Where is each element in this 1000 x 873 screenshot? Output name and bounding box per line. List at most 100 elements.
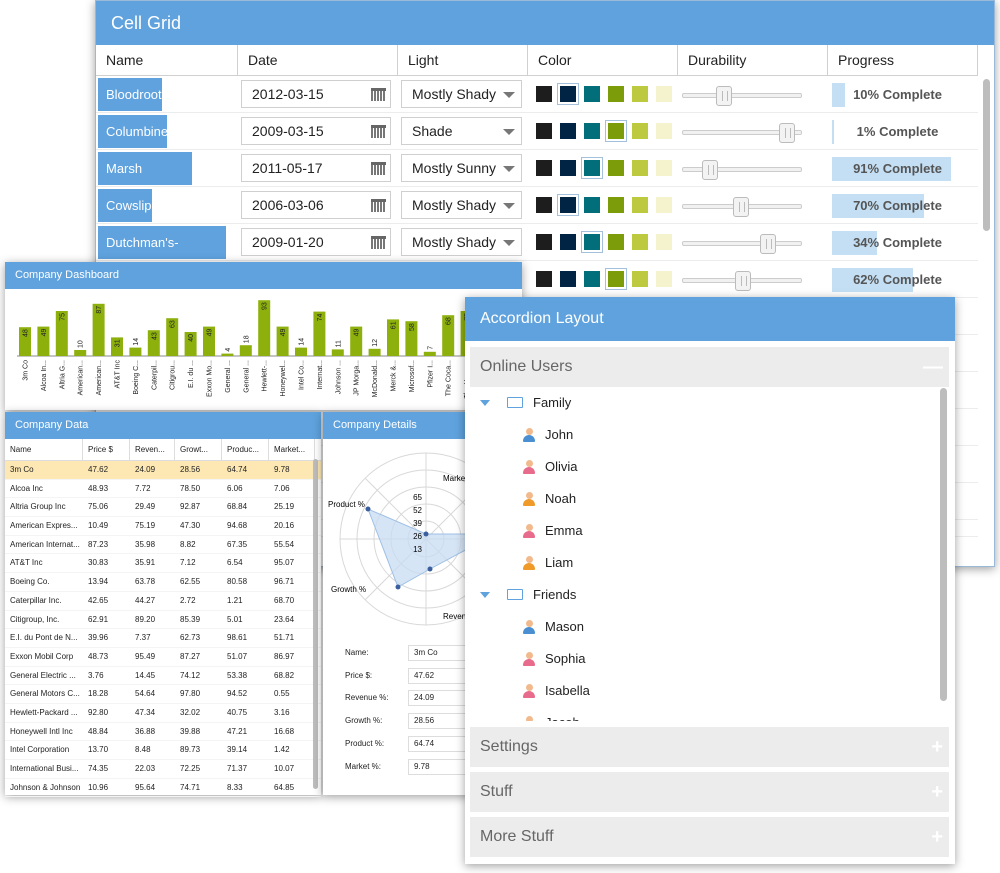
table-row[interactable]: American Expres... 10.49 75.19 47.30 94.68 20… bbox=[5, 517, 321, 536]
color-swatch[interactable] bbox=[560, 123, 576, 139]
grid-row[interactable]: Marsh Marigold 2011-05-17 Mostly Sunny 91% … bbox=[96, 150, 978, 209]
chart-bar[interactable] bbox=[19, 327, 31, 356]
color-swatch[interactable] bbox=[656, 271, 672, 287]
expand-arrow-icon[interactable] bbox=[480, 592, 490, 598]
tree-user[interactable]: Liam bbox=[522, 547, 902, 579]
table-row[interactable]: AT&T Inc 30.83 35.91 7.12 6.54 95.07 bbox=[5, 554, 321, 574]
name-button[interactable]: Bloodroot bbox=[98, 77, 162, 111]
column-header-date[interactable]: Date bbox=[238, 45, 398, 75]
chart-bar[interactable] bbox=[166, 318, 179, 356]
column-header-progress[interactable]: Progress bbox=[828, 45, 978, 75]
color-swatch[interactable] bbox=[560, 271, 576, 287]
color-swatch[interactable] bbox=[632, 234, 648, 250]
date-field[interactable]: 2011-05-17 bbox=[241, 154, 391, 182]
durability-slider[interactable] bbox=[682, 160, 802, 180]
chart-bar[interactable] bbox=[221, 353, 234, 356]
column-header-color[interactable]: Color bbox=[528, 45, 678, 75]
panel-stuff[interactable]: Stuff + bbox=[470, 772, 949, 812]
table-row[interactable]: Hewlett-Packard ... 92.80 47.34 32.02 40.75 3… bbox=[5, 704, 321, 723]
table-row[interactable]: General Motors C... 18.28 54.64 97.80 94.52 0… bbox=[5, 685, 321, 704]
slider-thumb[interactable] bbox=[702, 160, 718, 180]
expand-arrow-icon[interactable] bbox=[480, 400, 490, 406]
chevron-down-icon[interactable] bbox=[503, 240, 515, 246]
table-row[interactable]: Honeywell Intl Inc 48.84 36.88 39.88 47.21 16… bbox=[5, 723, 321, 742]
tree-user[interactable]: Noah bbox=[522, 483, 902, 515]
chart-bar[interactable] bbox=[147, 330, 160, 356]
durability-slider[interactable] bbox=[682, 197, 802, 217]
color-swatch[interactable] bbox=[608, 86, 624, 102]
grid-row[interactable]: Columbine 2009-03-15 Shade 1% Complete bbox=[96, 113, 978, 150]
column-header[interactable]: Price $ bbox=[83, 439, 130, 460]
color-swatch[interactable] bbox=[632, 123, 648, 139]
chart-bar[interactable] bbox=[405, 321, 418, 356]
chart-bar[interactable] bbox=[258, 300, 271, 356]
tree-folder[interactable]: Friends bbox=[480, 579, 920, 611]
color-swatch[interactable] bbox=[656, 197, 672, 213]
column-header[interactable]: Market... bbox=[269, 439, 315, 460]
table-row[interactable]: Exxon Mobil Corp 48.73 95.49 87.27 51.07 86.9… bbox=[5, 648, 321, 667]
chart-bar[interactable] bbox=[350, 326, 363, 356]
table-row[interactable]: E.I. du Pont de N... 39.96 7.37 62.73 98.61 5… bbox=[5, 629, 321, 648]
tree-user[interactable]: Emma bbox=[522, 515, 902, 547]
date-field[interactable]: 2012-03-15 bbox=[241, 80, 391, 108]
slider-thumb[interactable] bbox=[733, 197, 749, 217]
table-row[interactable]: Alcoa Inc 48.93 7.72 78.50 6.06 7.06 bbox=[5, 480, 321, 499]
color-swatch[interactable] bbox=[656, 86, 672, 102]
color-swatch[interactable] bbox=[536, 86, 552, 102]
column-header-light[interactable]: Light bbox=[398, 45, 528, 75]
color-swatch[interactable] bbox=[584, 271, 600, 287]
durability-slider[interactable] bbox=[682, 234, 802, 254]
grid-row[interactable]: Cowslip 2006-03-06 Mostly Shady 70% Complet… bbox=[96, 187, 978, 224]
table-row[interactable]: Caterpillar Inc. 42.65 44.27 2.72 1.21 68.70 bbox=[5, 592, 321, 611]
color-swatch[interactable] bbox=[536, 197, 552, 213]
chart-bar[interactable] bbox=[239, 345, 252, 356]
color-swatch[interactable] bbox=[605, 268, 627, 290]
tree-user[interactable]: John bbox=[522, 419, 902, 451]
calendar-icon[interactable] bbox=[371, 162, 386, 175]
radar-point[interactable] bbox=[423, 531, 429, 537]
tree-user[interactable]: Jacob bbox=[522, 707, 902, 721]
table-row[interactable]: Citigroup, Inc. 62.91 89.20 85.39 5.01 23.64 bbox=[5, 611, 321, 630]
name-button[interactable]: Marsh Marigold bbox=[98, 151, 192, 209]
calendar-icon[interactable] bbox=[371, 199, 386, 212]
light-combo[interactable]: Shade bbox=[401, 117, 522, 145]
light-combo[interactable]: Mostly Shady bbox=[401, 80, 522, 108]
column-header-durability[interactable]: Durability bbox=[678, 45, 828, 75]
date-field[interactable]: 2009-03-15 bbox=[241, 117, 391, 145]
color-swatch[interactable] bbox=[536, 123, 552, 139]
slider-thumb[interactable] bbox=[760, 234, 776, 254]
color-swatch[interactable] bbox=[536, 234, 552, 250]
chevron-down-icon[interactable] bbox=[503, 92, 515, 98]
chart-bar[interactable] bbox=[276, 326, 289, 356]
chart-bar[interactable] bbox=[37, 326, 50, 356]
expand-icon[interactable]: + bbox=[931, 826, 943, 848]
color-swatch[interactable] bbox=[608, 234, 624, 250]
color-swatch[interactable] bbox=[632, 197, 648, 213]
slider-thumb[interactable] bbox=[735, 271, 751, 291]
color-swatch[interactable] bbox=[536, 160, 552, 176]
color-swatch[interactable] bbox=[557, 83, 579, 105]
chart-bar[interactable] bbox=[74, 350, 87, 356]
grid-row[interactable]: Bloodroot 2012-03-15 Mostly Shady 10% Compl… bbox=[96, 76, 978, 113]
grid-row[interactable]: Dutchman's-Breeches 2009-01-20 Mostly Shad… bbox=[96, 224, 978, 283]
chart-bar[interactable] bbox=[184, 332, 197, 356]
color-swatch[interactable] bbox=[632, 160, 648, 176]
tree-user[interactable]: Olivia bbox=[522, 451, 902, 483]
color-swatch[interactable] bbox=[608, 160, 624, 176]
chart-bar[interactable] bbox=[111, 337, 123, 356]
chart-bar[interactable] bbox=[55, 311, 68, 356]
tree-user[interactable]: Isabella bbox=[522, 675, 902, 707]
chart-bar[interactable] bbox=[442, 315, 455, 356]
table-row[interactable]: Intel Corporation 13.70 8.48 89.73 39.14 1.42 bbox=[5, 741, 321, 760]
column-header-name[interactable]: Name bbox=[96, 45, 238, 75]
calendar-icon[interactable] bbox=[371, 88, 386, 101]
color-swatch[interactable] bbox=[656, 160, 672, 176]
durability-slider[interactable] bbox=[682, 271, 802, 291]
chart-bar[interactable] bbox=[423, 351, 436, 356]
color-swatch[interactable] bbox=[584, 123, 600, 139]
light-combo[interactable]: Mostly Shady bbox=[401, 191, 522, 219]
chart-bar[interactable] bbox=[129, 347, 142, 356]
chart-bar[interactable] bbox=[295, 347, 307, 356]
company-data-scrollbar[interactable] bbox=[313, 459, 318, 789]
table-row[interactable]: International Busi... 74.35 22.03 72.25 71.3… bbox=[5, 760, 321, 779]
